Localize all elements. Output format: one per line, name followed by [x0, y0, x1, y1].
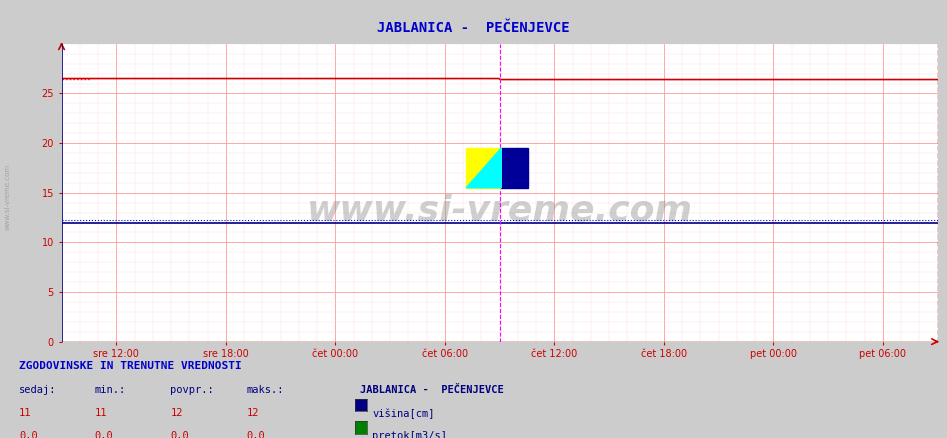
- Text: JABLANICA -  PEČENJEVCE: JABLANICA - PEČENJEVCE: [377, 21, 570, 35]
- Text: 11: 11: [19, 408, 31, 418]
- Text: pretok[m3/s]: pretok[m3/s]: [372, 431, 447, 438]
- Text: www.si-vreme.com: www.si-vreme.com: [5, 164, 10, 230]
- Text: www.si-vreme.com: www.si-vreme.com: [307, 194, 692, 228]
- Text: ZGODOVINSKE IN TRENUTNE VREDNOSTI: ZGODOVINSKE IN TRENUTNE VREDNOSTI: [19, 361, 241, 371]
- Text: JABLANICA -  PEČENJEVCE: JABLANICA - PEČENJEVCE: [360, 385, 504, 396]
- Text: 0,0: 0,0: [246, 431, 265, 438]
- Text: 0,0: 0,0: [95, 431, 114, 438]
- Text: povpr.:: povpr.:: [170, 385, 214, 396]
- Text: 12: 12: [170, 408, 183, 418]
- Text: 12: 12: [246, 408, 259, 418]
- Text: 0,0: 0,0: [170, 431, 189, 438]
- Text: 0,0: 0,0: [19, 431, 38, 438]
- Text: maks.:: maks.:: [246, 385, 284, 396]
- Bar: [501, 148, 527, 188]
- Text: višina[cm]: višina[cm]: [372, 408, 435, 419]
- Text: sedaj:: sedaj:: [19, 385, 57, 396]
- Bar: [466, 148, 501, 188]
- Text: min.:: min.:: [95, 385, 126, 396]
- Polygon shape: [466, 148, 501, 188]
- Text: 11: 11: [95, 408, 107, 418]
